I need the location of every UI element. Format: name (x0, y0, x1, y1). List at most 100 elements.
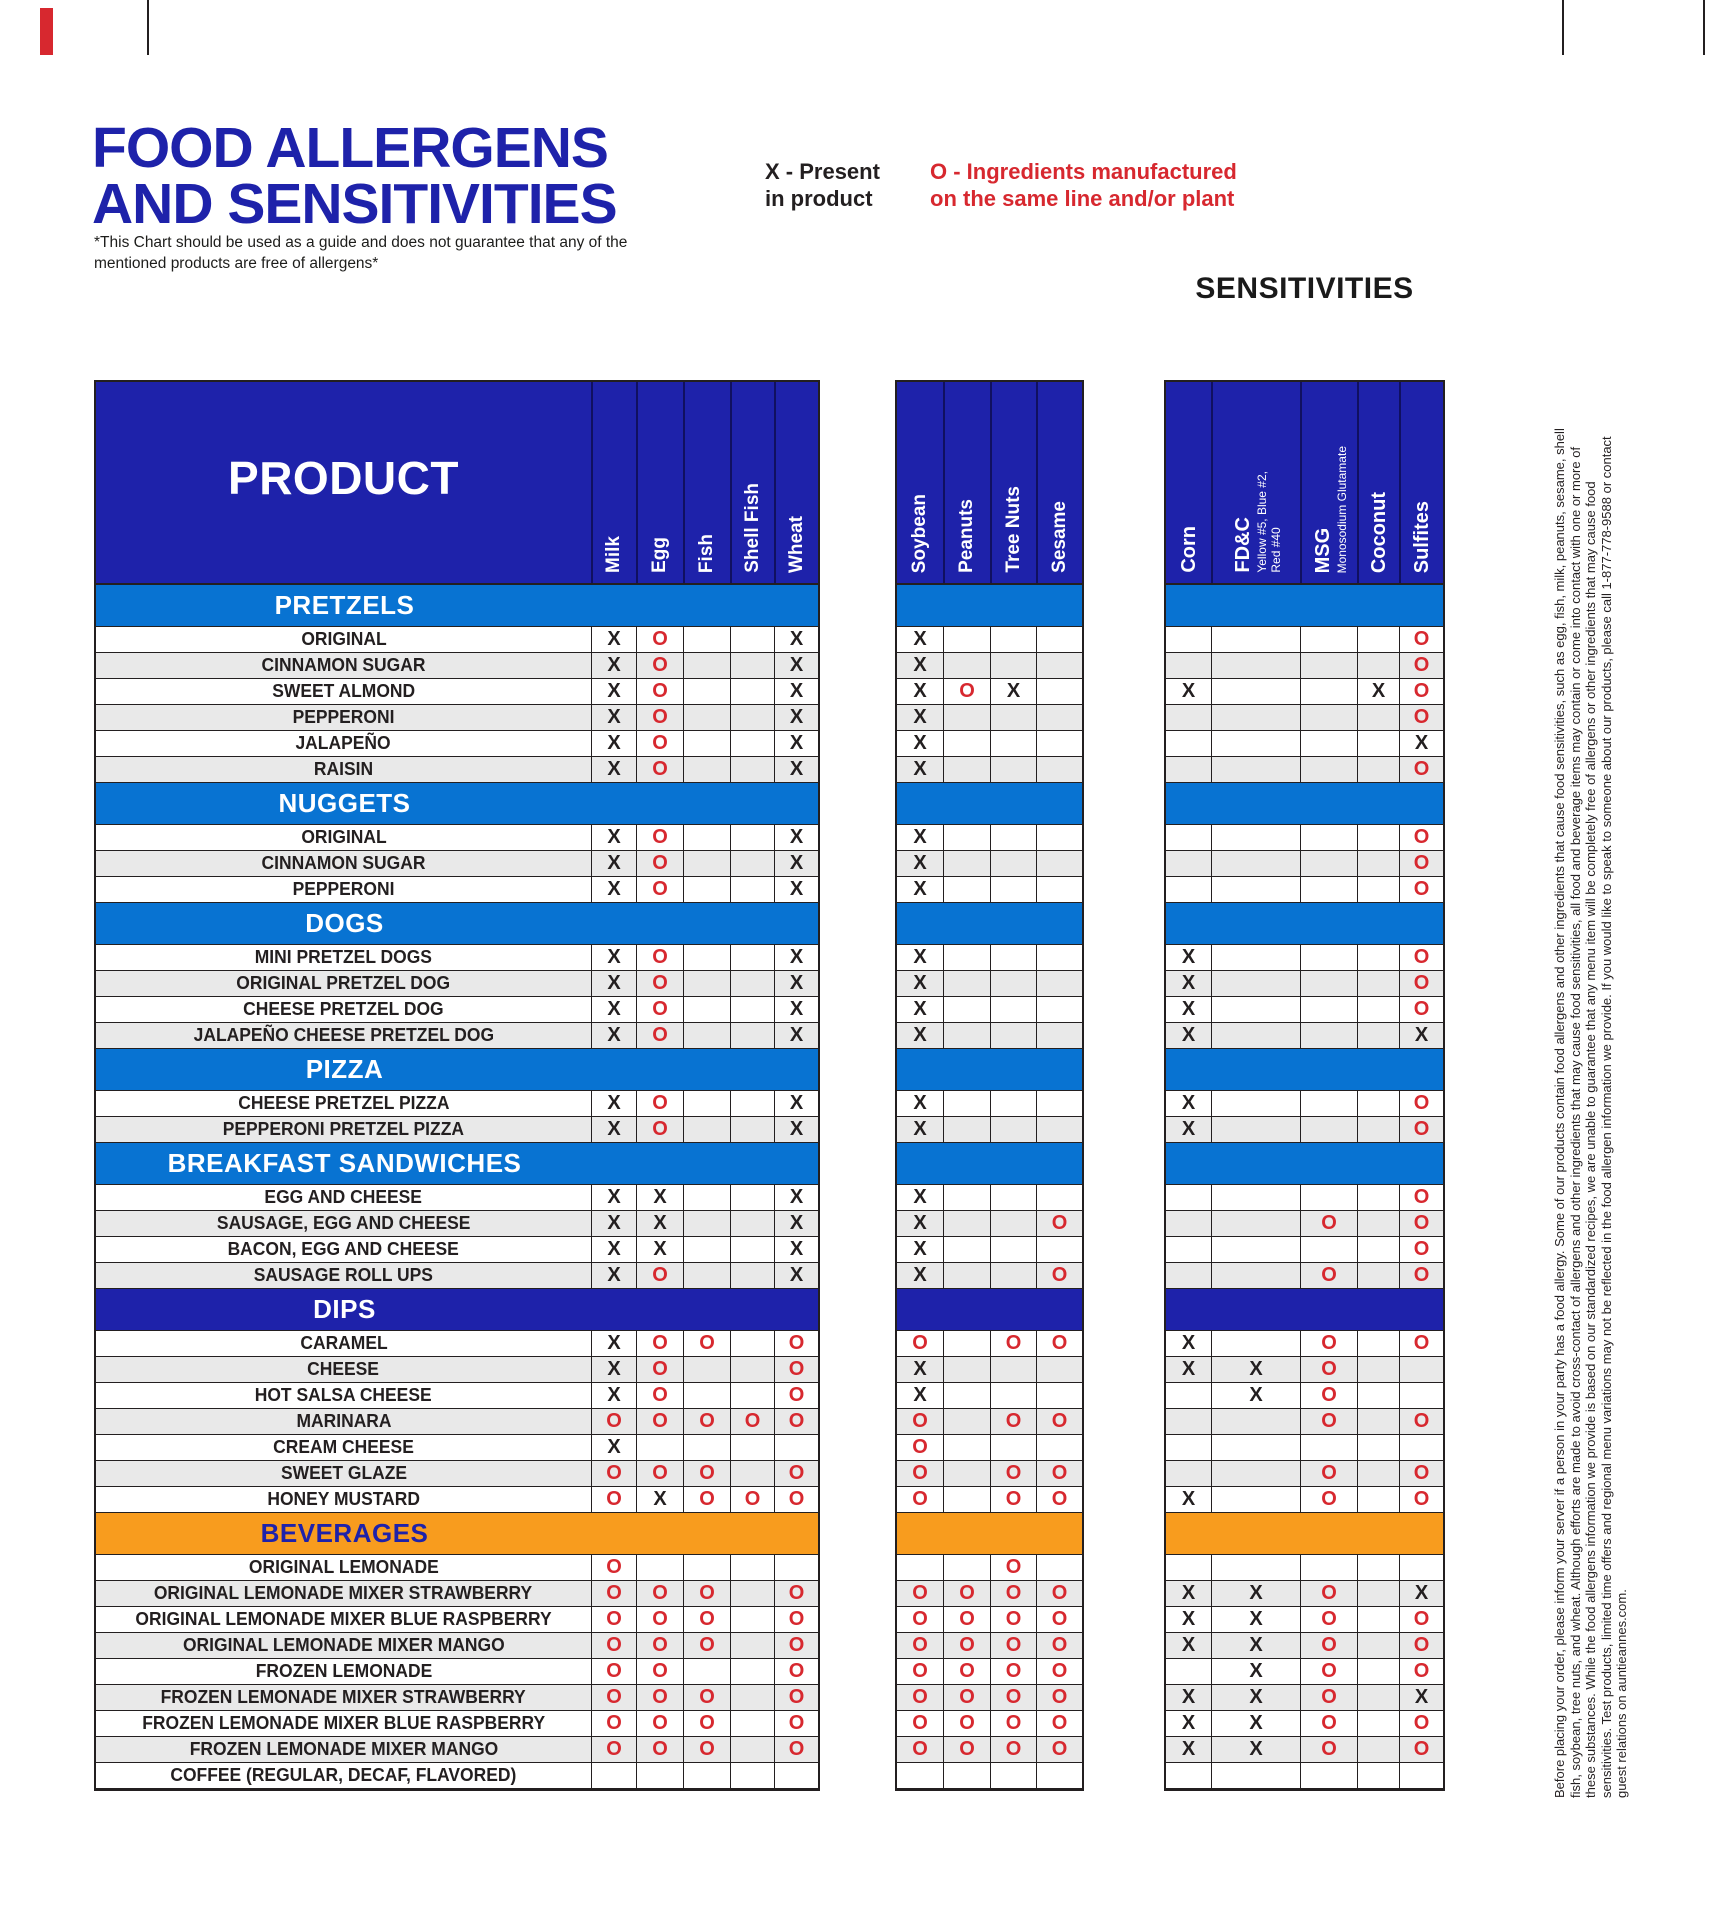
mark-cell: O (683, 1487, 730, 1512)
mark-cell: X (591, 877, 636, 902)
same-line-mark: O (1005, 1738, 1022, 1760)
mark-cell: X (897, 877, 943, 902)
mark-cell (1211, 1487, 1300, 1512)
mark-cell: X (1166, 1607, 1211, 1632)
same-line-mark: O (652, 1712, 668, 1734)
same-line-mark: O (652, 972, 668, 994)
table-row: FROZEN LEMONADE MIXER MANGO O O O O (96, 1737, 818, 1763)
mark-cell (730, 1659, 774, 1684)
table-row: ORIGINAL LEMONADE MIXER STRAWBERRY O O O O (96, 1581, 818, 1607)
mark-cell: X (1399, 731, 1443, 756)
same-line-mark: O (959, 1712, 975, 1734)
mark-cell: O (943, 1633, 990, 1658)
mark-cell: O (1399, 1117, 1443, 1142)
mark-cell (943, 1211, 990, 1236)
mark-cell (1357, 1331, 1399, 1356)
mark-cell: X (1166, 1711, 1211, 1736)
same-line-mark: O (1005, 1556, 1022, 1578)
mark-cell (1166, 825, 1211, 850)
column-header-label: Peanuts (956, 499, 978, 573)
mark-cell: O (1300, 1659, 1357, 1684)
same-line-mark: O (699, 1332, 715, 1354)
same-line-mark: O (788, 1608, 805, 1630)
mark-cell (943, 1555, 990, 1580)
mark-cell: O (591, 1487, 636, 1512)
product-name: FROZEN LEMONADE MIXER MANGO (189, 1739, 498, 1759)
mark-cell (683, 997, 730, 1022)
mark-cell (1036, 1237, 1082, 1262)
mark-cell: O (897, 1633, 943, 1658)
mark-cell: O (990, 1633, 1036, 1658)
same-line-mark: O (1321, 1712, 1337, 1734)
mark-cell: O (683, 1607, 730, 1632)
mark-cell (683, 851, 730, 876)
mark-cell: X (774, 1091, 818, 1116)
column-header-main: MSG (1311, 527, 1334, 573)
mark-cell: X (897, 1383, 943, 1408)
mark-cell: X (897, 757, 943, 782)
mark-cell: O (897, 1659, 943, 1684)
same-line-mark: O (1051, 1634, 1068, 1656)
mark-cell: X (591, 945, 636, 970)
mark-cell: X (1211, 1685, 1300, 1710)
present-mark: X (1249, 1384, 1263, 1406)
mark-cell: O (1399, 1263, 1443, 1288)
mark-cell: O (990, 1607, 1036, 1632)
same-line-mark: O (788, 1410, 805, 1432)
mark-cell: X (636, 1211, 683, 1236)
column-header-label: Tree Nuts (1002, 486, 1024, 573)
mark-cell (1166, 757, 1211, 782)
product-cell: ORIGINAL LEMONADE MIXER STRAWBERRY (96, 1581, 591, 1606)
mark-cell (897, 1555, 943, 1580)
present-mark: X (789, 998, 804, 1020)
product-name: CARAMEL (299, 1333, 388, 1353)
product-name: JALAPEÑO CHEESE PRETZEL DOG (193, 1025, 494, 1045)
mark-cell: O (1300, 1263, 1357, 1288)
mark-cell: O (774, 1357, 818, 1382)
same-line-mark: O (652, 946, 668, 968)
present-mark: X (1181, 680, 1196, 702)
section-band-label: PRETZELS (274, 590, 415, 620)
mark-cell: O (1036, 1263, 1082, 1288)
same-line-mark: O (652, 1660, 668, 1682)
table-row: O (1166, 757, 1443, 783)
same-line-mark: O (912, 1634, 928, 1656)
mark-cell: O (1399, 945, 1443, 970)
column-header: Corn (1166, 382, 1211, 583)
section-band-label: DOGS (305, 908, 384, 938)
table-row: JALAPEÑO CHEESE PRETZEL DOG X O X (96, 1023, 818, 1049)
same-line-mark: O (959, 1608, 975, 1630)
mark-cell: O (1399, 1091, 1443, 1116)
table-row: ORIGINAL LEMONADE MIXER BLUE RASPBERRY O O… (96, 1607, 818, 1633)
mark-cell: X (774, 825, 818, 850)
mark-cell: O (897, 1711, 943, 1736)
mark-cell: X (591, 1331, 636, 1356)
mark-cell: X (636, 1185, 683, 1210)
mark-cell: X (774, 851, 818, 876)
mark-cell (990, 825, 1036, 850)
table-row (1166, 1435, 1443, 1461)
present-mark: X (1181, 1634, 1196, 1656)
same-line-mark: O (1413, 1634, 1430, 1656)
product-cell: ORIGINAL LEMONADE (96, 1555, 591, 1580)
mark-cell (1300, 757, 1357, 782)
mark-cell: O (897, 1435, 943, 1460)
mark-cell: X (774, 971, 818, 996)
present-mark: X (607, 732, 621, 754)
present-mark: X (1181, 1488, 1196, 1510)
same-line-mark: O (606, 1738, 622, 1760)
mark-cell (730, 1461, 774, 1486)
mark-cell (943, 851, 990, 876)
table-row: SAUSAGE, EGG AND CHEESE X X X (96, 1211, 818, 1237)
mark-cell: O (990, 1487, 1036, 1512)
same-line-mark: O (606, 1634, 622, 1656)
mark-cell (1211, 945, 1300, 970)
mark-cell (990, 1023, 1036, 1048)
mark-cell: X (1211, 1357, 1300, 1382)
present-mark: X (653, 1238, 667, 1260)
